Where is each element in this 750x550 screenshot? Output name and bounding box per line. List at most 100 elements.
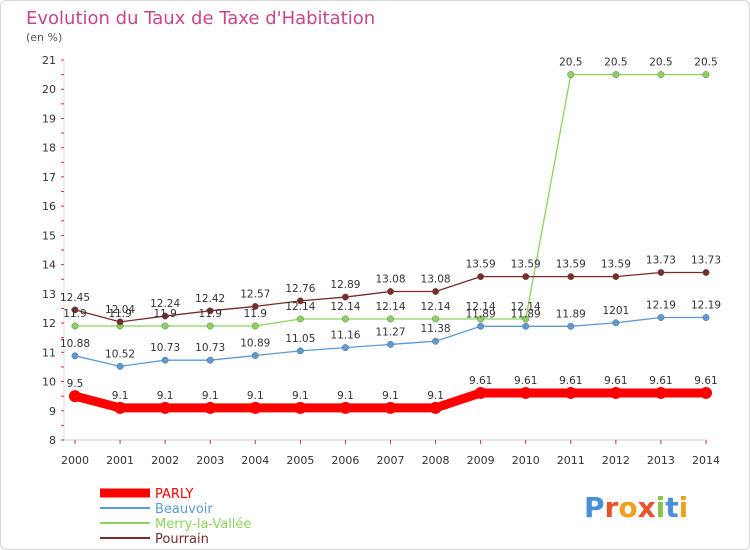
data-label-parly: 9.1 (337, 390, 354, 402)
data-label-pourrain: 12.89 (330, 279, 360, 291)
x-tick-label: 2000 (61, 454, 89, 467)
data-point-pourrain (206, 307, 214, 315)
data-label-pourrain: 12.45 (60, 292, 90, 304)
data-point-pourrain (612, 273, 620, 281)
data-label-pourrain: 12.76 (285, 283, 315, 295)
data-label-merry-la-vall-e: 12.14 (375, 301, 405, 313)
data-point-pourrain (387, 288, 394, 295)
x-tick-label: 2011 (557, 454, 585, 467)
data-label-merry-la-vall-e: 12.14 (421, 301, 451, 313)
data-label-pourrain: 13.59 (511, 259, 541, 271)
y-tick-label: 14 (42, 259, 56, 272)
y-tick-label: 20 (42, 83, 56, 96)
data-label-merry-la-vall-e: 20.5 (649, 57, 672, 69)
data-label-pourrain: 13.73 (691, 255, 721, 267)
data-label-parly: 9.61 (559, 375, 582, 387)
data-point-parly (114, 401, 127, 414)
x-tick-label: 2002 (151, 454, 179, 467)
data-point-parly (294, 401, 307, 414)
data-point-beauvoir (387, 340, 394, 348)
data-point-merry-la-vall-e (251, 322, 259, 330)
legend-label: Pourrain (155, 532, 209, 547)
data-point-merry-la-vall-e (702, 71, 710, 79)
data-label-parly: 9.1 (382, 390, 399, 402)
proxiti-letter: r (605, 491, 619, 524)
data-point-beauvoir (612, 319, 620, 327)
data-point-pourrain (657, 269, 665, 276)
x-tick-label: 2003 (196, 454, 224, 467)
axes: 8 9 10 11 12 13 14 15 16 17 18 19 20 21 2000 2001 2002 20… (42, 54, 720, 467)
data-label-pourrain: 13.08 (375, 274, 405, 286)
data-label-merry-la-vall-e: 12.14 (466, 301, 496, 313)
data-label-merry-la-vall-e: 20.5 (694, 57, 717, 69)
data-point-parly (339, 401, 352, 414)
x-tick-label: 2009 (467, 454, 495, 467)
data-point-beauvoir (702, 314, 710, 321)
data-label-pourrain: 12.04 (105, 304, 135, 316)
proxiti-letter: x (638, 491, 656, 524)
y-tick-label: 13 (42, 288, 56, 301)
x-tick-label: 2007 (377, 454, 405, 467)
data-point-parly (69, 390, 81, 403)
data-point-parly (204, 401, 217, 414)
data-label-beauvoir: 11.89 (556, 308, 586, 320)
data-point-pourrain (161, 312, 169, 320)
x-tick-label: 2012 (602, 454, 630, 467)
data-label-beauvoir: 10.89 (240, 338, 270, 350)
data-label-merry-la-vall-e: 11.9 (199, 308, 222, 320)
data-point-merry-la-vall-e (657, 71, 665, 79)
data-label-beauvoir: 1201 (602, 305, 629, 317)
proxiti-logo: Proxiti (584, 491, 688, 524)
data-label-beauvoir: 11.16 (330, 330, 360, 342)
data-point-beauvoir (206, 356, 214, 364)
data-point-merry-la-vall-e (522, 315, 530, 323)
data-point-parly (384, 401, 397, 414)
x-tick-label: 2006 (331, 454, 359, 467)
legend-label: PARLY (155, 487, 193, 502)
proxiti-wordmark: Proxiti (584, 491, 688, 524)
data-point-merry-la-vall-e (71, 322, 79, 330)
data-point-beauvoir (251, 352, 259, 359)
y-tick-label: 18 (42, 142, 56, 155)
data-point-beauvoir (296, 347, 304, 355)
data-point-beauvoir (522, 322, 530, 330)
data-point-parly (249, 401, 262, 414)
data-label-merry-la-vall-e: 12.14 (285, 301, 315, 313)
y-axis-unit: (en %) (26, 31, 62, 44)
legend-label: Beauvoir (155, 502, 213, 517)
data-point-beauvoir (567, 322, 575, 330)
data-label-merry-la-vall-e: 12.14 (511, 301, 541, 313)
proxiti-letter: o (618, 491, 637, 524)
data-point-merry-la-vall-e (432, 315, 440, 323)
data-label-beauvoir: 10.73 (195, 342, 225, 354)
x-tick-label: 2008 (422, 454, 450, 467)
data-point-parly (519, 386, 532, 399)
data-label-pourrain: 13.59 (466, 259, 496, 271)
data-point-beauvoir (477, 322, 485, 330)
proxiti-letter: i (679, 491, 689, 524)
y-tick-label: 17 (42, 171, 56, 184)
data-label-pourrain: 13.59 (601, 259, 631, 271)
data-point-beauvoir (71, 352, 79, 360)
data-label-parly: 9.5 (67, 378, 84, 390)
legend-label: Merry-la-Vallée (155, 517, 251, 532)
x-tick-label: 2013 (647, 454, 675, 467)
x-tick-label: 2001 (106, 454, 134, 467)
data-point-merry-la-vall-e (477, 315, 485, 323)
data-label-pourrain: 13.59 (556, 259, 586, 271)
data-label-parly: 9.1 (157, 390, 174, 402)
data-point-beauvoir (657, 314, 665, 321)
data-label-parly: 9.1 (247, 390, 264, 402)
x-tick-label: 2005 (286, 454, 314, 467)
data-label-merry-la-vall-e: 20.5 (604, 57, 627, 69)
data-point-pourrain (477, 273, 485, 281)
data-point-merry-la-vall-e (612, 71, 620, 79)
data-point-parly (654, 386, 667, 399)
data-point-merry-la-vall-e (296, 315, 304, 323)
data-label-beauvoir: 11.05 (285, 333, 315, 345)
data-point-pourrain (341, 293, 349, 301)
data-label-parly: 9.1 (292, 390, 309, 402)
data-label-merry-la-vall-e: 11.9 (108, 308, 131, 320)
y-tick-label: 10 (42, 376, 56, 389)
